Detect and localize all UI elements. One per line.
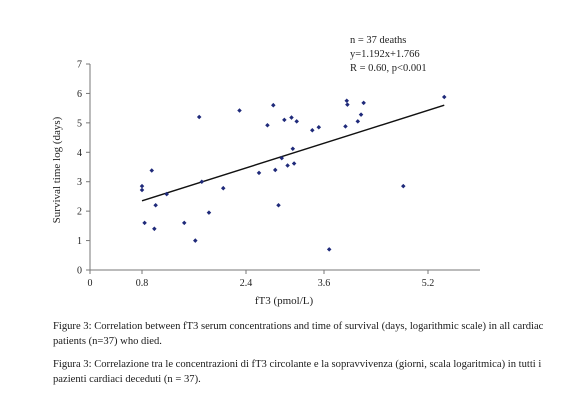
data-point	[199, 179, 205, 184]
trendline-group	[141, 104, 445, 202]
y-tick-label: 6	[77, 89, 82, 100]
annotation-line: y=1.192x+1.766	[350, 49, 420, 60]
data-point	[290, 146, 296, 152]
data-point	[291, 161, 297, 166]
figure-caption-italian: Figura 3: Correlazione tra le concentraz…	[53, 359, 542, 385]
data-point	[294, 119, 299, 124]
x-tick-label: 3.6	[318, 278, 331, 289]
data-point	[344, 98, 350, 104]
data-point	[152, 226, 157, 232]
data-point	[193, 238, 198, 243]
data-point	[271, 102, 276, 108]
y-axis-label: Survival time log (days)	[51, 116, 63, 223]
data-point	[139, 187, 145, 193]
y-tick-label: 5	[77, 118, 82, 129]
data-point	[149, 168, 155, 173]
data-point	[256, 170, 262, 176]
data-point	[282, 117, 287, 123]
data-point	[181, 220, 187, 226]
data-point	[401, 183, 406, 189]
y-tick-label: 0	[77, 266, 82, 277]
data-point	[326, 247, 332, 252]
data-point	[237, 108, 242, 113]
regression-line	[141, 104, 445, 202]
data-point	[355, 119, 361, 124]
data-point	[276, 202, 281, 208]
data-point	[196, 114, 202, 120]
data-point	[310, 127, 315, 133]
data-point	[272, 167, 278, 173]
y-tick-label: 3	[77, 177, 82, 188]
annotation-line: n = 37 deaths	[350, 35, 406, 46]
y-tick-label: 1	[77, 236, 82, 247]
chart-ticks: 0 1 2 3 4 5 6 7 0 0.8 2.4 3.6 5.2	[77, 60, 434, 290]
y-tick-label: 4	[77, 148, 82, 159]
annotation-line: R = 0.60, p<0.001	[350, 63, 427, 74]
data-point	[316, 125, 322, 130]
data-point	[358, 112, 364, 117]
data-point	[220, 185, 226, 191]
chart-axes	[89, 64, 480, 271]
x-axis-label: fT3 (pmol/L)	[255, 295, 314, 307]
data-points	[139, 94, 447, 252]
data-point	[343, 124, 348, 129]
figure-caption-english: Figure 3: Correlation between fT3 serum …	[53, 321, 544, 347]
data-point	[265, 122, 270, 128]
data-point	[142, 220, 147, 226]
data-point	[345, 102, 350, 107]
x-tick-label: 0	[88, 278, 93, 289]
x-tick-label: 2.4	[240, 278, 253, 289]
y-tick-label: 7	[77, 60, 82, 71]
data-point	[361, 100, 366, 106]
data-point	[206, 210, 212, 215]
data-point	[289, 115, 294, 120]
x-tick-label: 0.8	[136, 278, 149, 289]
y-tick-label: 2	[77, 207, 82, 218]
data-point	[153, 202, 158, 208]
data-point	[441, 94, 447, 100]
data-point	[285, 163, 290, 168]
x-tick-label: 5.2	[422, 278, 435, 289]
stats-annotation: n = 37 deaths y=1.192x+1.766 R = 0.60, p<0…	[350, 35, 427, 74]
